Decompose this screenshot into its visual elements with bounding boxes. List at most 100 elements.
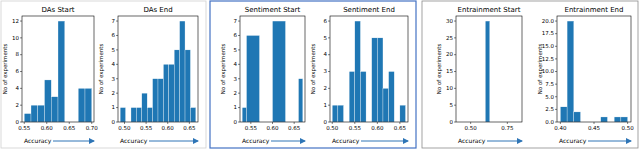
title: Sentiment Start [245,6,301,14]
y-tick [20,122,22,123]
bar [601,117,608,122]
y-axis-label: No of experiments [537,44,544,95]
bar [400,105,406,122]
x-axis-label: Accuracy [332,137,360,145]
y-tick [20,37,22,38]
x-tick [189,122,190,124]
y-tick-label: 2.5 [545,106,554,112]
bar [142,93,147,122]
bar [131,108,136,122]
y-tick [20,71,22,72]
y-tick-label: 4 [112,61,116,67]
bar [174,50,179,122]
y-tick-label: 5.0 [545,94,554,100]
bar [332,105,338,122]
bar [574,112,581,122]
axis-arrow [487,141,522,142]
bar [372,38,378,122]
y-axis-label: No of experiments [436,44,443,95]
y-tick [328,71,330,72]
y-tick [454,21,456,22]
x-tick [377,122,378,124]
y-tick-label: 20.0 [542,18,555,24]
y-tick-label: 3 [234,76,238,82]
figure: 0246810120.550.600.650.70DAs StartNo of … [0,0,640,150]
y-tick-label: 7 [112,18,116,24]
title: DAs End [143,6,172,14]
plot-frame [118,16,198,122]
bar [24,114,31,122]
x-tick [399,122,400,124]
y-tick [116,35,118,36]
y-tick-label: 6 [234,32,238,38]
title: Sentiment End [343,6,395,14]
bar [85,88,92,122]
x-tick-label: 0.50 [326,125,339,131]
bar [355,21,361,122]
y-tick [238,107,240,108]
x-tick [46,122,47,124]
y-tick [555,84,557,85]
x-tick [560,122,561,124]
x-tick-label: 0.55 [349,125,362,131]
y-tick-label: 7.5 [545,81,554,87]
y-tick-label: 17.5 [542,30,555,36]
plot-frame [330,16,408,122]
histogram-panel: 012345670.500.550.600.65DAs EndNo of exp… [98,6,198,145]
bar [485,21,489,122]
bars [485,21,489,122]
y-tick [328,54,330,55]
x-tick [69,122,70,124]
x-tick [332,122,333,124]
bar [51,97,58,122]
y-tick [20,54,22,55]
y-tick [116,49,118,50]
x-tick-label: 0.60 [162,125,175,131]
axis-arrow [361,141,408,142]
y-tick [454,88,456,89]
y-tick-label: 12 [12,18,19,24]
x-tick [250,122,251,124]
y-tick [20,105,22,106]
y-tick-label: 1 [112,104,116,110]
y-tick-label: 5 [324,35,328,41]
y-tick [454,54,456,55]
bar [58,21,65,122]
y-tick-label: 0 [324,119,328,125]
x-tick [167,122,168,124]
axis-arrow [53,141,94,142]
y-tick [454,71,456,72]
histogram-panel: 01234560.500.550.600.65Sentiment EndNo o… [310,6,408,145]
plot-frame [557,16,631,122]
title: DAs Start [41,6,74,14]
y-tick-label: 20 [446,51,453,57]
x-tick-label: 0.50 [465,125,478,131]
bar [273,21,286,122]
x-tick-label: 0.55 [245,125,258,131]
y-tick-label: 10 [12,35,19,41]
y-tick-label: 0 [16,119,20,125]
x-axis-label: Accuracy [242,137,270,145]
bar [136,108,141,122]
y-tick [238,122,240,123]
bar [360,72,366,122]
x-tick-label: 0.55 [18,125,31,131]
bar [389,72,395,122]
x-tick-label: 0.65 [394,125,407,131]
y-tick [238,93,240,94]
bar [242,108,246,122]
y-tick-label: 6 [324,18,328,24]
y-tick-label: 2 [324,85,328,91]
x-tick [627,122,628,124]
y-tick-label: 5 [112,47,116,53]
x-tick-label: 0.70 [86,125,99,131]
y-tick [116,107,118,108]
bar [560,107,567,122]
bars [120,21,196,122]
y-tick-label: 3 [112,76,116,82]
y-tick-label: 30 [446,18,453,24]
y-tick [328,88,330,89]
y-tick [238,78,240,79]
bar [45,80,52,122]
y-tick [116,122,118,123]
